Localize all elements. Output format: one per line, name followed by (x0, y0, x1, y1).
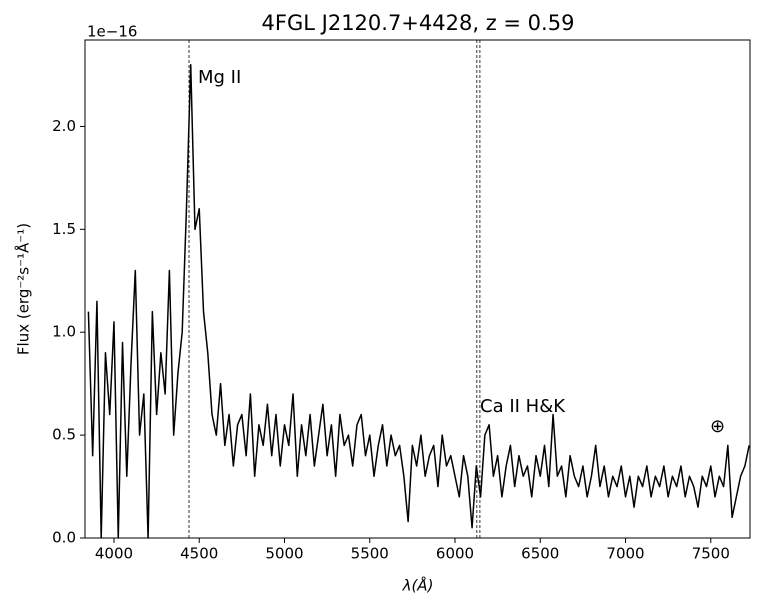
annotation: Ca II H&K (480, 396, 566, 417)
x-tick-label: 6000 (436, 545, 474, 563)
chart-title: 4FGL J2120.7+4428, z = 0.59 (262, 11, 575, 35)
x-tick-label: 7500 (692, 545, 730, 563)
y-tick-label: 0.0 (52, 529, 76, 547)
annotation: Mg II (198, 67, 241, 88)
plot-frame (84, 39, 751, 539)
y-offset-label: 1e−16 (87, 23, 137, 41)
y-tick-label: 2.0 (52, 117, 76, 135)
x-tick-label: 4000 (95, 545, 133, 563)
x-tick-label: 5000 (265, 545, 303, 563)
spectrum-line (87, 63, 750, 539)
y-tick-label: 1.0 (52, 323, 76, 341)
x-tick-label: 4500 (180, 545, 218, 563)
x-axis-label: λ(Å) (402, 576, 434, 595)
y-tick-label: 0.5 (52, 426, 76, 444)
x-tick-label: 5500 (351, 545, 389, 563)
annotation: ⊕ (710, 416, 725, 437)
y-tick-label: 1.5 (52, 220, 76, 238)
x-tick-label: 7000 (606, 545, 644, 563)
x-tick-label: 6500 (521, 545, 559, 563)
y-axis-label: Flux (erg⁻²s⁻¹Å⁻¹) (14, 223, 33, 355)
